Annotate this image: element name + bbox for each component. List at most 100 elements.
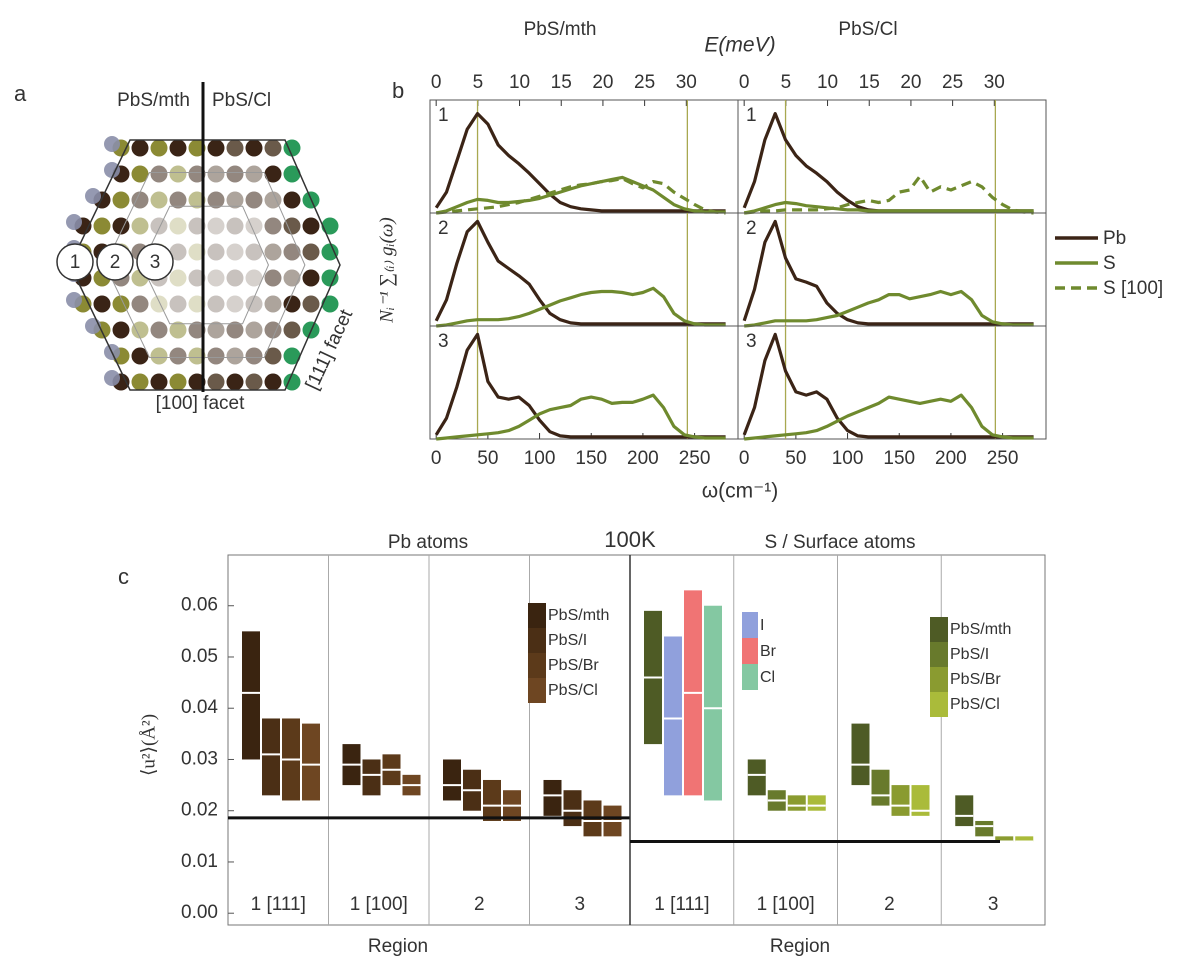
region-marker [96,243,134,281]
atom [226,165,244,183]
top-tick-label: 5 [781,72,792,93]
ligand [66,292,82,308]
atom [169,217,187,235]
spectrum-line [434,112,726,213]
region-marker [56,243,94,281]
atom [169,243,187,261]
top-axis-label: E(meV) [704,34,775,57]
range-bar [955,795,974,827]
atom [207,243,225,261]
atom [207,165,225,183]
atom [245,165,263,183]
spectrum-line [436,176,726,215]
nanocrystal-diagram: PbS/mth PbS/Cl [100] facet [111] facet 1… [56,82,358,414]
y-tick-label: 0.05 [181,646,218,667]
ligand [66,214,82,230]
y-tick-label: 0.01 [181,851,218,872]
x-tick-label: 50 [477,448,498,469]
atom [226,321,244,339]
atom [150,321,168,339]
range-bar [787,795,806,811]
atom [245,139,263,157]
top-tick-label: 0 [739,72,750,93]
panel-label: b [392,78,404,103]
atom [264,347,282,365]
x-tick-label: 1 [100] [350,894,408,915]
column-title: PbS/Cl [838,19,897,40]
legend-swatch [528,653,546,678]
atom [188,321,206,339]
x-tick-label: 1 [100] [757,894,815,915]
atom [245,373,263,391]
legend-swatch [930,617,948,642]
atom [188,347,206,365]
panel-frame [737,212,1047,327]
atom [264,269,282,287]
spectrum-line [742,332,1034,439]
panel-frame [429,325,739,440]
atom [93,217,111,235]
ligand [104,136,120,152]
legend-label: PbS/mth [548,607,609,624]
ligand [104,370,120,386]
spectrum-line [434,219,726,326]
atom [207,217,225,235]
atom [321,243,339,261]
atom [264,139,282,157]
panel-frame [737,325,1047,440]
x-tick-label: 150 [883,448,915,469]
atom [169,165,187,183]
spectrum-line [744,289,1034,328]
top-tick-label: 25 [942,72,963,93]
atom [226,269,244,287]
x-tick-label: 3 [988,894,999,915]
y-tick-label: 0.04 [181,697,218,718]
y-tick-label: 0.00 [181,902,218,923]
atom [283,269,301,287]
top-tick-label: 30 [984,72,1005,93]
atom [93,295,111,313]
range-bar [483,779,501,821]
panel-label: 2 [746,218,757,239]
x-tick-label: 250 [987,448,1019,469]
atom [207,347,225,365]
spectrum-line [436,286,726,328]
spectrum-line [742,219,1034,326]
group-title: S / Surface atoms [764,532,915,553]
atom [207,269,225,287]
x-tick-label: 1 [111] [251,894,306,915]
range-bar [543,779,562,816]
legend-label: PbS/Cl [548,682,598,699]
x-tick-label: 100 [524,448,556,469]
atom [169,191,187,209]
atom [264,295,282,313]
atom [283,191,301,209]
legend-label: Br [760,643,777,660]
atom [150,373,168,391]
atom [131,347,149,365]
range-bar [911,785,930,816]
atom [207,321,225,339]
range-bar [1015,836,1034,842]
atom [207,139,225,157]
range-bar [242,631,260,760]
atom [207,373,225,391]
atom [169,321,187,339]
atom [150,295,168,313]
atom [188,191,206,209]
atom [245,269,263,287]
spectrum-line [744,393,1034,441]
atom [302,295,320,313]
panel-label: c [118,564,129,589]
atom [150,347,168,365]
y-tick-label: 0.02 [181,800,218,821]
legend-swatch [742,638,758,664]
x-axis-label: Region [770,936,830,957]
atom [207,191,225,209]
atom [226,373,244,391]
top-tick-label: 15 [859,72,880,93]
legend-label: PbS/Cl [950,696,1000,713]
x-tick-label: 200 [627,448,659,469]
diagram-right-label: PbS/Cl [212,90,271,111]
legend-swatch [528,678,546,703]
